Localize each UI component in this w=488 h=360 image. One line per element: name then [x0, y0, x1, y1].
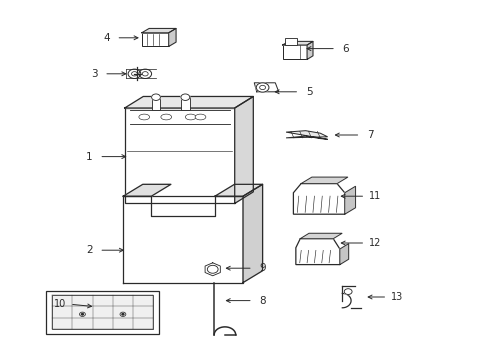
Text: 4: 4	[103, 33, 110, 43]
Text: 2: 2	[86, 245, 93, 255]
Polygon shape	[168, 28, 176, 46]
Polygon shape	[344, 186, 355, 214]
Ellipse shape	[185, 114, 196, 120]
Polygon shape	[295, 239, 339, 265]
Circle shape	[344, 289, 351, 294]
Text: 9: 9	[259, 263, 265, 273]
Text: 11: 11	[368, 191, 381, 201]
Polygon shape	[204, 263, 220, 276]
Bar	[124, 108, 234, 203]
Bar	[142, 33, 168, 46]
Bar	[282, 45, 306, 59]
Polygon shape	[215, 184, 262, 196]
Bar	[46, 291, 159, 334]
Polygon shape	[243, 184, 262, 283]
Text: 1: 1	[86, 152, 93, 162]
Ellipse shape	[161, 114, 171, 120]
Circle shape	[256, 83, 268, 92]
Bar	[181, 97, 189, 110]
Ellipse shape	[139, 114, 149, 120]
Bar	[151, 97, 160, 110]
Circle shape	[139, 69, 151, 78]
Text: 8: 8	[259, 296, 265, 306]
Bar	[52, 295, 153, 329]
Text: 13: 13	[390, 292, 403, 302]
Text: 3: 3	[91, 69, 98, 79]
Circle shape	[151, 94, 160, 100]
Polygon shape	[339, 244, 348, 265]
Polygon shape	[234, 96, 253, 203]
Ellipse shape	[195, 114, 205, 120]
Text: 6: 6	[342, 44, 348, 54]
Polygon shape	[254, 83, 278, 92]
Polygon shape	[285, 131, 327, 139]
Circle shape	[81, 314, 83, 315]
Polygon shape	[306, 41, 312, 59]
Text: 12: 12	[368, 238, 381, 248]
Polygon shape	[282, 41, 312, 45]
Circle shape	[128, 69, 141, 78]
Text: 7: 7	[366, 130, 373, 140]
Circle shape	[122, 314, 123, 315]
Polygon shape	[301, 177, 347, 184]
Bar	[285, 38, 297, 45]
Circle shape	[181, 94, 189, 100]
Text: 10: 10	[54, 299, 66, 309]
Polygon shape	[293, 184, 344, 214]
Polygon shape	[123, 184, 171, 196]
Polygon shape	[142, 28, 176, 33]
Text: 5: 5	[305, 87, 312, 97]
Polygon shape	[124, 96, 253, 108]
Polygon shape	[300, 233, 341, 239]
